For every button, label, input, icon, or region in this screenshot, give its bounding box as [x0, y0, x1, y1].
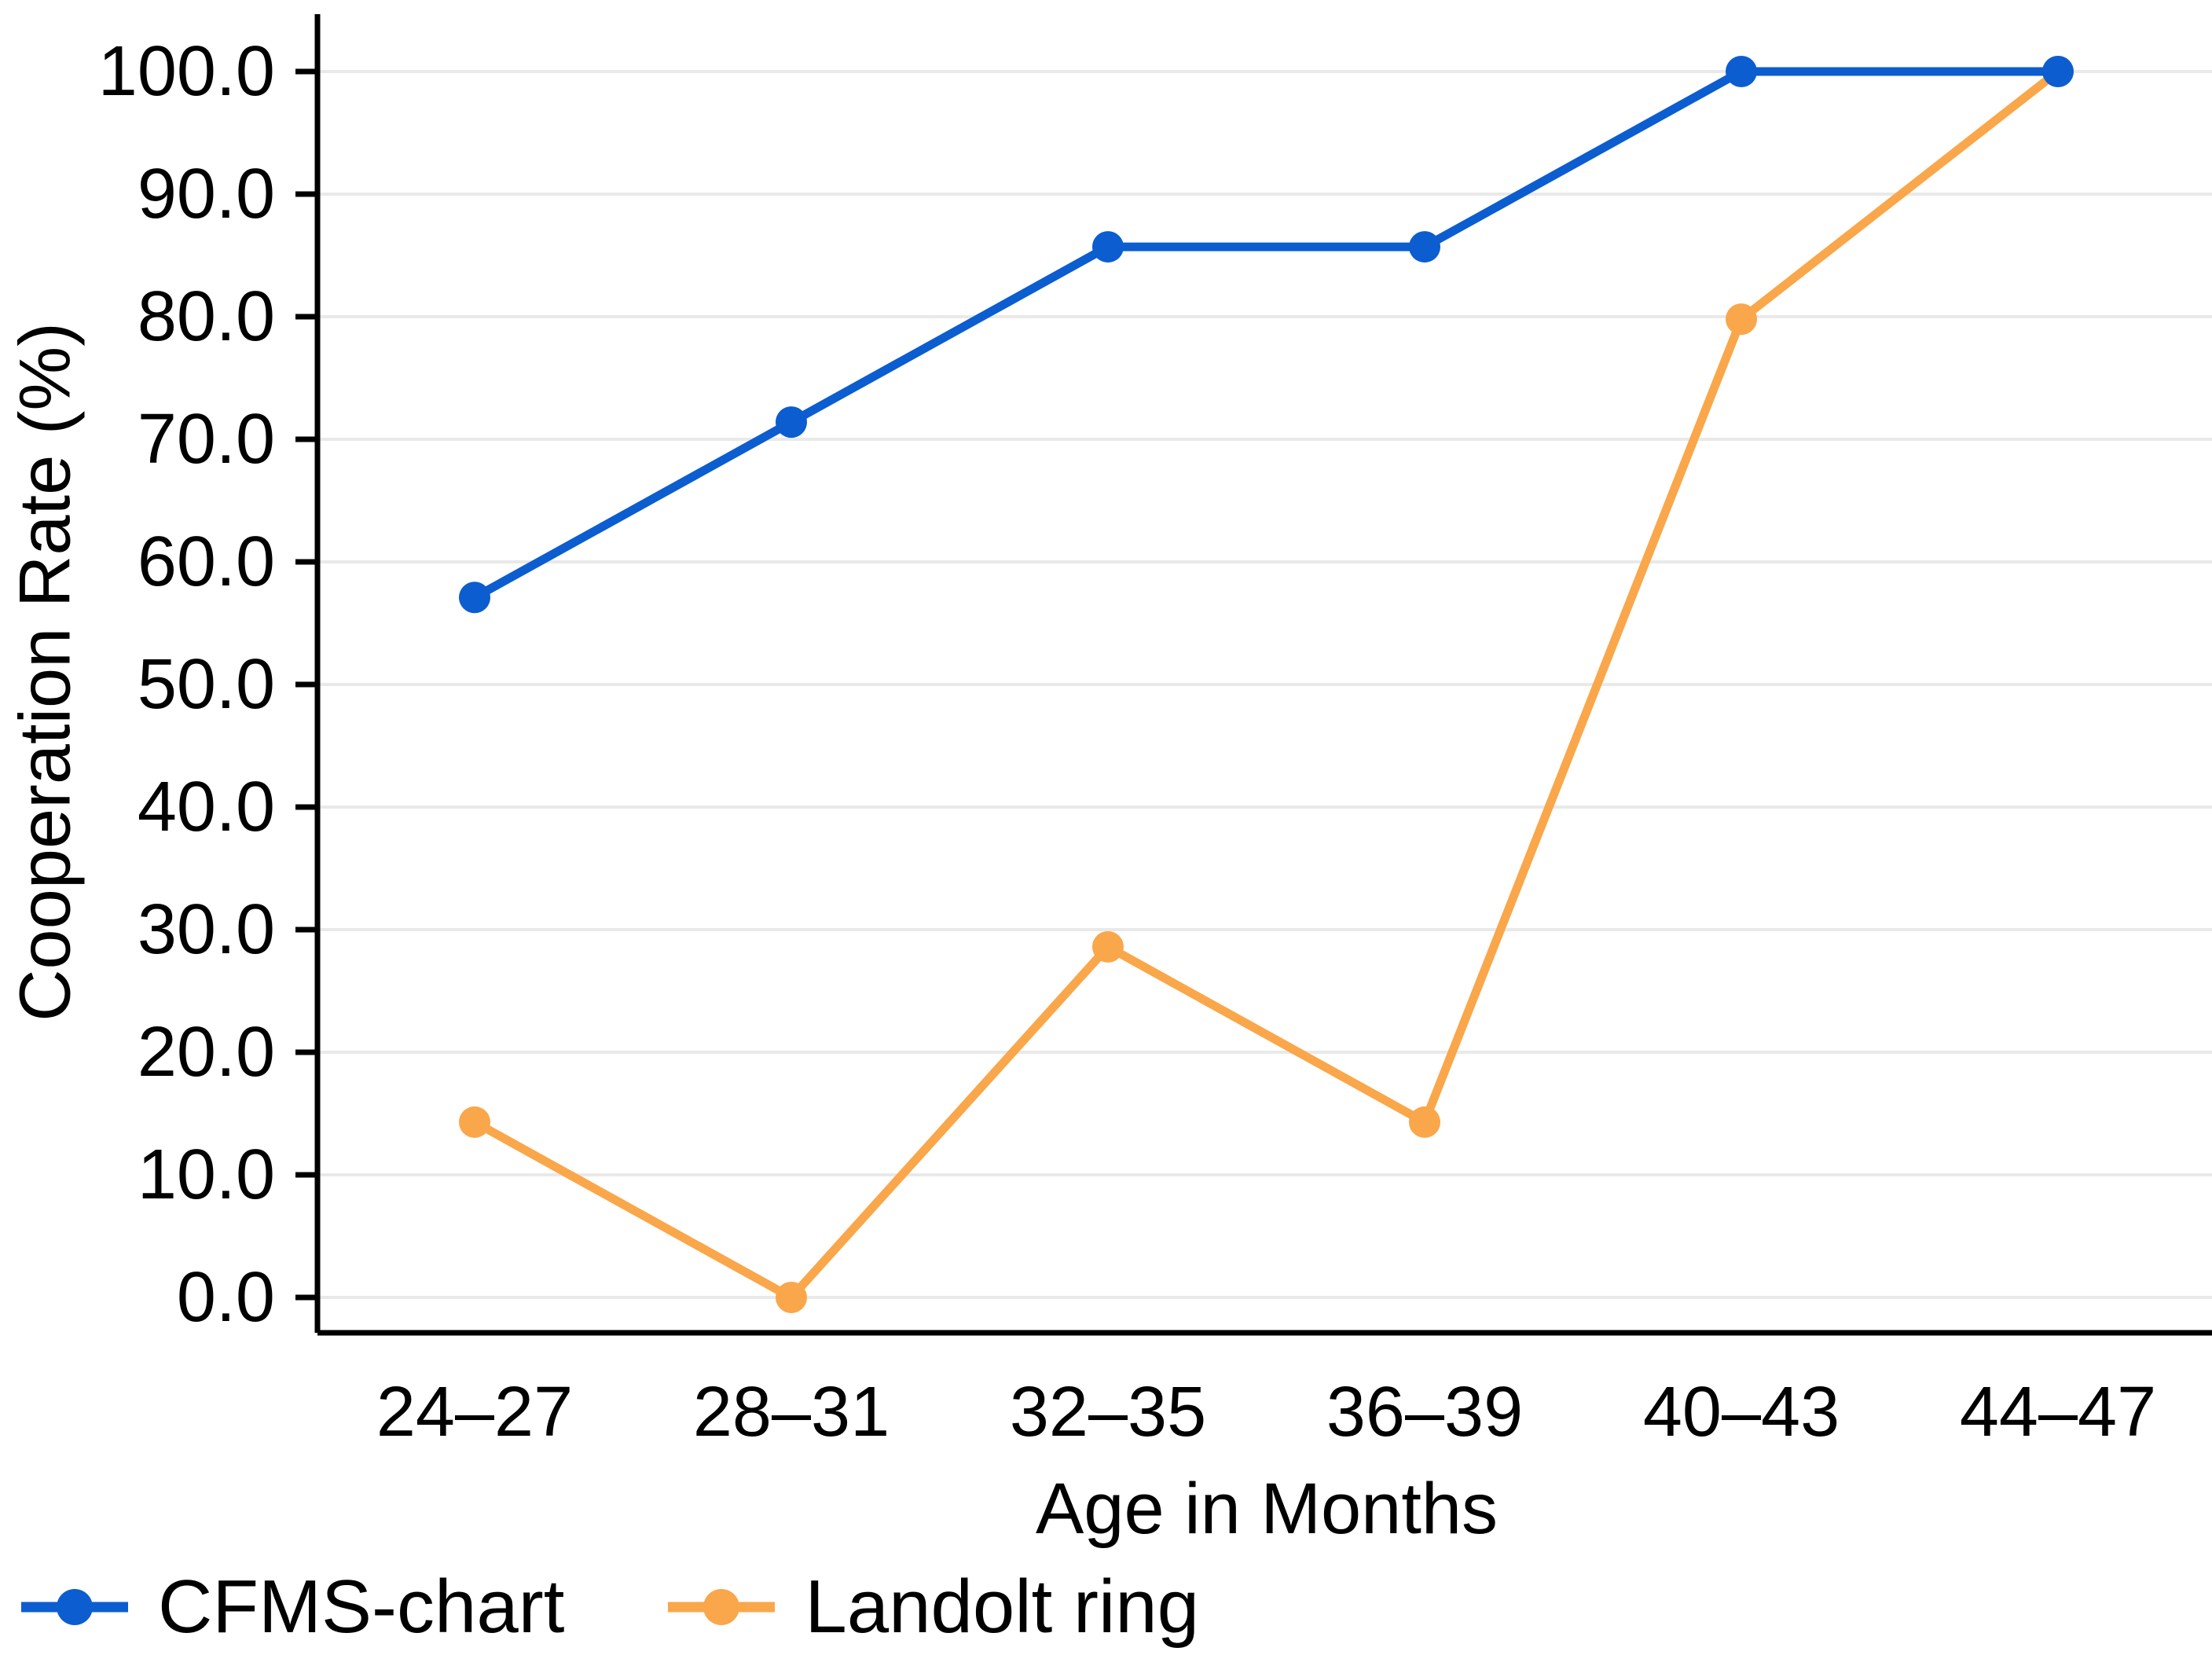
x-tick-label: 28–31: [693, 1373, 890, 1451]
x-tick-label: 36–39: [1326, 1373, 1523, 1451]
y-tick-label: 10.0: [138, 1136, 275, 1214]
y-axis-title: Cooperation Rate (%): [5, 322, 86, 1022]
x-tick-label: 24–27: [376, 1373, 573, 1451]
legend-label-landolt-ring: Landolt ring: [805, 1565, 1200, 1649]
series-marker-cfms-chart: [459, 582, 490, 614]
y-tick-label: 30.0: [138, 890, 275, 969]
x-tick-label: 40–43: [1643, 1373, 1840, 1451]
series-marker-landolt-ring: [776, 1282, 807, 1313]
legend-item-cfms-chart: CFMS-chart: [20, 1564, 564, 1650]
y-tick-label: 40.0: [138, 768, 275, 846]
legend-marker-landolt-icon: [668, 1589, 776, 1625]
series-marker-cfms-chart: [2042, 56, 2074, 87]
y-tick-label: 100.0: [98, 32, 275, 111]
y-tick-label: 90.0: [138, 155, 275, 233]
y-tick-label: 20.0: [138, 1013, 275, 1092]
series-marker-cfms-chart: [1409, 231, 1440, 263]
y-tick-label: 80.0: [138, 277, 275, 356]
series-line-cfms-chart: [470, 67, 2063, 602]
legend-item-landolt-ring: Landolt ring: [666, 1564, 1199, 1650]
series-marker-landolt-ring: [459, 1106, 490, 1138]
y-tick-label: 70.0: [138, 400, 275, 479]
y-tick-label: 0.0: [177, 1258, 275, 1337]
series-marker-landolt-ring: [1409, 1106, 1440, 1138]
x-tick-label: 44–47: [1960, 1373, 2156, 1451]
series-marker-landolt-ring: [1092, 930, 1124, 963]
series-line-landolt-ring: [470, 67, 2063, 1302]
series-marker-cfms-chart: [1726, 56, 1757, 87]
y-tick-label: 50.0: [138, 645, 275, 724]
legend-label-cfms-chart: CFMS-chart: [158, 1565, 565, 1649]
legend-marker-cfms-icon: [21, 1589, 128, 1625]
chart-legend: CFMS-chart Landolt ring: [20, 1564, 1199, 1650]
series-marker-landolt-ring: [1726, 303, 1757, 336]
x-axis-title: Age in Months: [1035, 1469, 1499, 1549]
y-tick-label: 60.0: [138, 523, 275, 601]
series-marker-cfms-chart: [1092, 231, 1124, 263]
x-tick-label: 32–35: [1010, 1373, 1206, 1451]
series-marker-cfms-chart: [776, 406, 807, 439]
